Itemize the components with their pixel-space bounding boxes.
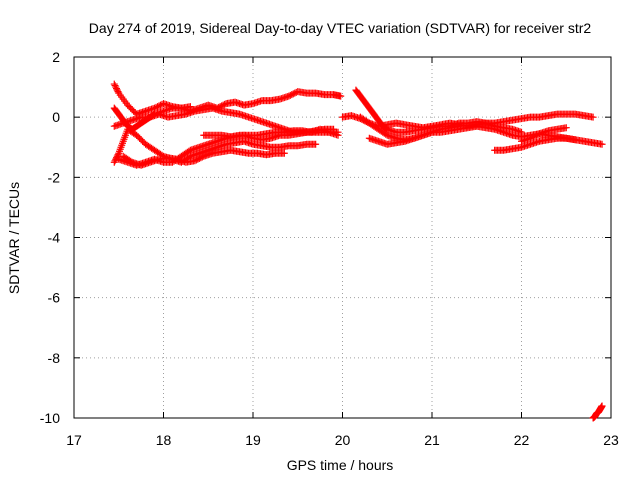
y-tick-label: -6 [48,290,61,306]
data-point [291,89,299,97]
data-point [534,130,542,138]
data-point [127,104,135,112]
data-point [111,157,119,165]
data-point [598,402,606,410]
data-point [192,156,200,164]
data-point [219,101,227,109]
y-tick-label: -8 [48,350,61,366]
data-point [531,132,539,140]
series-arc6 [200,127,342,141]
series-arc3 [110,125,320,166]
data-point [110,158,118,166]
data-point [136,134,144,142]
data-point [571,136,579,144]
x-axis-label: GPS time / hours [287,457,394,473]
data-point [186,103,194,111]
series-arc14 [589,402,606,422]
data-point [137,136,145,144]
y-axis-label: SDTVAR / TECUs [6,182,22,294]
data-point [155,102,163,110]
data-point [113,152,121,160]
y-tick-label: 2 [52,49,60,65]
data-point [111,82,119,90]
data-point [130,107,138,115]
data-point [113,85,121,93]
data-point [455,122,463,130]
data-point [128,106,136,114]
y-tick-label: 0 [52,109,60,125]
data-point [133,131,141,139]
axis-ticks [73,56,612,419]
x-tick-label: 18 [156,432,172,448]
data-point [528,133,536,141]
data-point [286,91,294,99]
data-point [139,137,147,145]
data-point [288,91,296,99]
data-point [113,86,121,94]
data-point [157,101,165,109]
y-tick-label: -10 [40,410,60,426]
data-point [114,88,122,96]
data-point [598,140,606,148]
chart-title: Day 274 of 2019, Sidereal Day-to-day VTE… [89,20,592,36]
data-point [124,101,132,109]
data-point [529,133,537,141]
x-tick-label: 22 [514,432,530,448]
data-point [195,155,203,163]
data-point [562,124,570,132]
x-tick-label: 23 [603,432,619,448]
data-point [221,100,229,108]
data-point [289,90,297,98]
data-point [152,103,160,111]
data-point [125,103,133,111]
data-point [285,92,293,100]
y-tick-label: -4 [48,230,61,246]
data-point [589,113,597,121]
data-point [198,153,206,161]
x-tick-label: 19 [245,432,261,448]
data-point [526,134,534,142]
data-point [134,133,142,141]
data-marks [110,80,606,422]
x-tick-labels: 17 18 19 20 21 22 23 [66,432,619,448]
series-arc13 [518,124,570,145]
data-point [112,83,120,91]
series-arc12 [491,134,579,154]
data-point [280,149,288,157]
x-tick-label: 20 [335,432,351,448]
data-point [532,131,540,139]
data-point [127,157,135,165]
y-tick-labels: 2 0 -2 -4 -6 -8 -10 [40,49,60,426]
data-point [191,157,199,165]
data-point [334,128,342,136]
data-point [312,140,320,148]
data-point [185,147,193,155]
data-point [110,80,118,88]
data-point [337,92,345,100]
series-arc7 [110,103,194,133]
data-point [197,154,205,162]
x-tick-label: 21 [424,432,440,448]
data-point [154,103,162,111]
data-point [382,130,390,138]
y-tick-label: -2 [48,169,61,185]
series-arc11 [356,113,463,144]
data-point [114,151,122,159]
x-tick-label: 17 [66,432,82,448]
data-point [151,104,159,112]
data-point [194,155,202,163]
series-arc5 [119,146,288,169]
